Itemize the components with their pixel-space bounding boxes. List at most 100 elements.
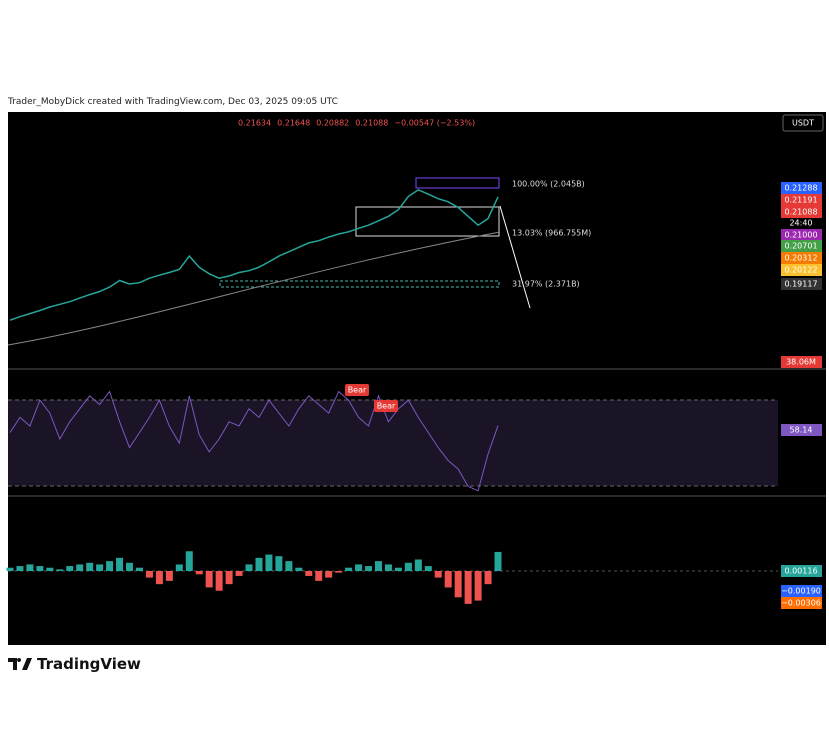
macd-bar [494, 551, 502, 571]
macd-bar [424, 566, 432, 571]
price-line [9, 188, 499, 321]
rsi-tag [781, 424, 822, 436]
fib-label: 100.00% (2.045B) [512, 180, 585, 189]
macd-bar [165, 571, 173, 581]
macd-bar [96, 564, 104, 571]
macd-label: 0.00116 [784, 567, 817, 576]
ohlc-value: 0.21088 [355, 119, 388, 128]
macd-label: −0.00190 [781, 587, 821, 596]
macd-bar [484, 571, 492, 585]
price-label: 0.20312 [784, 254, 817, 263]
currency: USDT [792, 119, 814, 128]
attribution: Trader_MobyDick created with TradingView… [8, 97, 338, 107]
macd-tag [781, 585, 822, 597]
signal-tag [374, 400, 398, 412]
price-tag [781, 240, 822, 252]
macd-bar [215, 571, 223, 591]
price-label: 0.21288 [784, 184, 817, 193]
price-tag [781, 182, 822, 194]
price-tag [781, 264, 822, 276]
fib-label: 13.03% (966.755M) [512, 229, 591, 238]
macd-bar [365, 566, 373, 571]
fib-box [355, 206, 500, 237]
macd-bar [434, 571, 442, 578]
macd-bar [86, 562, 94, 571]
volume-label: 38.06M [786, 358, 816, 367]
price-label: 0.20701 [784, 242, 817, 251]
macd-bar [265, 554, 273, 571]
macd-bar [285, 561, 293, 571]
price-tag [781, 206, 822, 218]
ohlc-value: −0.00547 (−2.53%) [394, 119, 475, 128]
rsi-label: 58.14 [790, 426, 813, 435]
macd-bar [66, 566, 74, 571]
macd-bar [414, 559, 422, 571]
logo: TradingView [8, 655, 141, 673]
currency-box [782, 114, 824, 132]
logo-text: TradingView [37, 655, 141, 673]
macd-bar [325, 571, 333, 578]
countdown: 24:40 [789, 219, 812, 228]
chart-background [8, 112, 826, 645]
rsi-band [8, 400, 778, 486]
macd-bar [16, 566, 24, 571]
price-tag [781, 229, 822, 241]
price-label: 0.21088 [784, 208, 817, 217]
macd-bar [155, 571, 163, 585]
price-tag [781, 194, 822, 206]
ohlc-value: 0.21648 [277, 119, 310, 128]
macd-bar [394, 567, 402, 571]
macd-bar [404, 562, 412, 571]
signal-label: Bear [348, 386, 367, 395]
signal-tag [345, 384, 369, 396]
logo-icon [8, 658, 32, 670]
macd-bar [235, 571, 243, 576]
projection-line [499, 205, 531, 309]
macd-bar [464, 571, 472, 604]
macd-bar [245, 564, 253, 571]
macd-bar [175, 564, 183, 571]
price-tag [781, 278, 822, 290]
price-tag [781, 252, 822, 264]
macd-bar [126, 562, 134, 571]
macd-bar [145, 571, 153, 578]
macd-bar [205, 571, 213, 588]
signal-label: Bear [377, 402, 396, 411]
macd-bar [454, 571, 462, 598]
macd-bar [444, 571, 452, 588]
macd-bar [374, 561, 382, 571]
macd-bar [26, 564, 34, 571]
macd-bar [355, 564, 363, 571]
fib-box [415, 177, 500, 189]
fib-box [219, 280, 500, 288]
macd-bar [56, 569, 64, 571]
macd-bar [275, 556, 283, 571]
moving-average [7, 231, 501, 346]
macd-tag [781, 597, 822, 609]
macd-bar [76, 564, 84, 571]
macd-bar [295, 567, 303, 571]
ohlc-value: 0.21634 [238, 119, 271, 128]
macd-bar [106, 561, 114, 571]
macd-bar [384, 564, 392, 571]
macd-bar [135, 567, 143, 571]
fib-label: 31.97% (2.371B) [512, 280, 580, 289]
macd-tag [781, 565, 822, 577]
macd-bar [335, 571, 343, 573]
macd-bar [6, 567, 14, 571]
macd-bar [36, 566, 44, 571]
macd-bar [225, 571, 233, 585]
macd-bar [315, 571, 323, 581]
macd-bar [185, 551, 193, 571]
macd-bar [46, 567, 54, 571]
macd-bar [255, 557, 263, 571]
price-label: 0.21000 [784, 231, 817, 240]
ohlc-value: 0.20882 [316, 119, 349, 128]
rsi-line [9, 390, 499, 492]
price-label: 0.19117 [784, 280, 817, 289]
macd-bar [116, 557, 124, 571]
macd-label: −0.00306 [781, 599, 821, 608]
price-label: 0.21191 [784, 196, 817, 205]
